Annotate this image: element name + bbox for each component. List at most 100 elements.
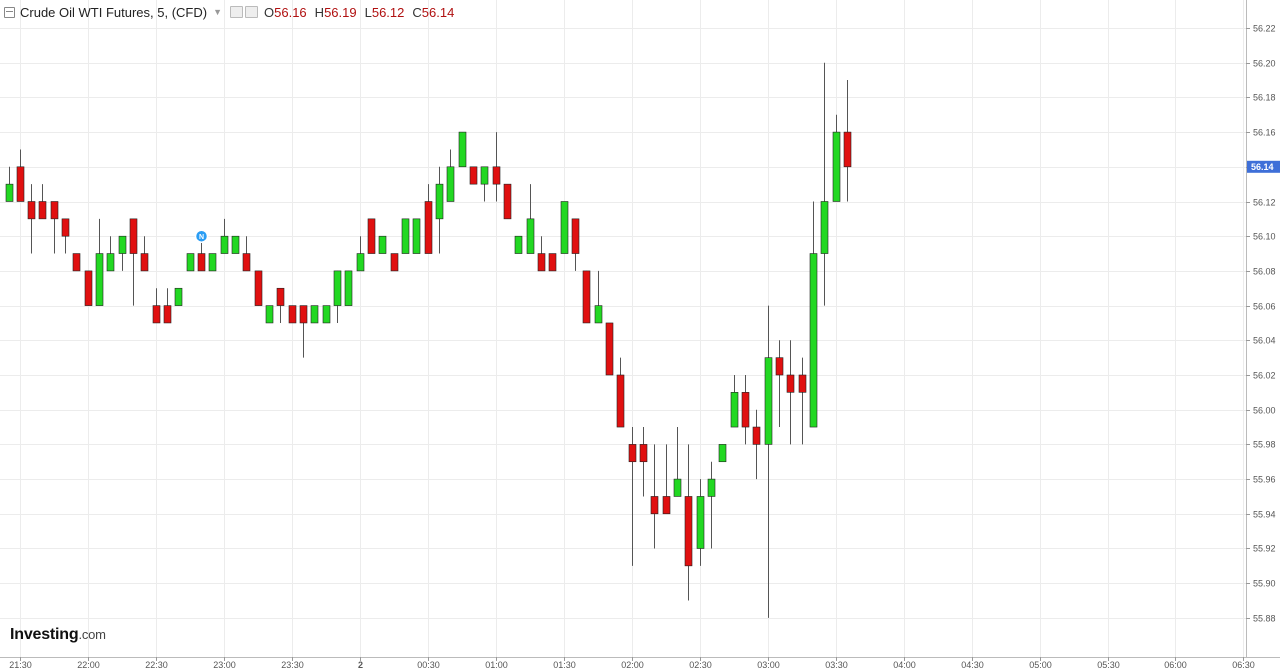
y-tick-label: 55.98: [1253, 440, 1276, 450]
candle-up: [220, 235, 229, 254]
y-tick-label: 56.22: [1253, 24, 1276, 34]
collapse-icon[interactable]: [4, 6, 15, 18]
current-price-tag: [1247, 160, 1280, 173]
y-tick-label: 56.16: [1253, 128, 1276, 138]
candle-up: [106, 253, 115, 272]
candle-down: [605, 322, 614, 376]
candle-up: [356, 253, 365, 272]
event-marker-label: N: [199, 234, 204, 241]
candle-down: [152, 305, 161, 324]
x-tick-label: 05:30: [1097, 660, 1120, 670]
candle-up: [764, 357, 773, 445]
y-tick-label: 55.94: [1253, 510, 1276, 520]
candle-down: [548, 253, 557, 272]
y-tick-label: 56.02: [1253, 371, 1276, 381]
grid-lines: [0, 0, 1246, 657]
candle-up: [673, 478, 682, 497]
candle-down: [197, 253, 206, 272]
x-tick-label: 02:30: [689, 660, 712, 670]
candle-down: [163, 305, 172, 324]
candle-up: [832, 131, 841, 202]
candle-up: [412, 218, 421, 254]
candle-up: [820, 201, 829, 254]
chart-title: Crude Oil WTI Futures, 5, (CFD): [20, 4, 208, 20]
y-axis-ticks: 56.22 56.20 56.18 56.16 56.14 56.12 56.10 56.08…: [1246, 24, 1276, 624]
candle-up: [809, 253, 818, 428]
x-tick-label: 00:30: [417, 660, 440, 670]
candle-down: [775, 357, 784, 376]
x-tick-label: 2: [358, 660, 363, 670]
candle-down: [503, 183, 512, 220]
x-tick-label: 03:00: [757, 660, 780, 670]
y-tick-label: 55.90: [1253, 579, 1276, 589]
candles: [5, 62, 852, 618]
candle-down: [38, 201, 47, 220]
settings-icon[interactable]: [230, 6, 243, 18]
x-tick-label: 22:00: [77, 660, 100, 670]
candle-up: [310, 305, 319, 324]
x-tick-label: 01:30: [553, 660, 576, 670]
candle-down: [469, 166, 478, 185]
event-marker-icon: [194, 229, 209, 243]
candle-down: [129, 218, 138, 254]
candle-up: [174, 287, 183, 306]
candle-up: [231, 235, 240, 254]
candle-down: [662, 496, 671, 515]
ohlc-close: C56.14: [412, 4, 455, 20]
candle-down: [288, 305, 297, 324]
x-tick-label: 04:00: [893, 660, 916, 670]
x-tick-label: 01:00: [485, 660, 508, 670]
y-tick-label: 55.96: [1253, 475, 1276, 485]
chart-overlays: N 56.14: [194, 160, 1280, 243]
candle-down: [242, 253, 251, 272]
chart-header: Crude Oil WTI Futures, 5, (CFD) ▼ O56.16…: [4, 3, 458, 21]
candle-down: [843, 131, 852, 168]
ohlc-high: H56.19: [314, 4, 357, 20]
candle-down: [616, 374, 625, 428]
candle-up: [186, 253, 195, 272]
candle-up: [446, 166, 455, 202]
candle-up: [458, 131, 467, 168]
candle-down: [367, 218, 376, 254]
candle-down: [27, 201, 36, 220]
candle-up: [707, 478, 716, 497]
candle-up: [95, 253, 104, 306]
candle-down: [628, 444, 637, 463]
candle-down: [61, 218, 70, 237]
x-tick-label: 21:30: [9, 660, 32, 670]
investing-logo: Investing.com: [10, 626, 106, 643]
y-tick-label: 56.12: [1253, 198, 1276, 208]
candle-up: [265, 305, 274, 324]
y-tick-label: 56.10: [1253, 232, 1276, 242]
y-tick-label: 55.92: [1253, 544, 1276, 554]
y-tick-label: 56.08: [1253, 267, 1276, 277]
candle-up: [322, 305, 331, 324]
x-tick-label: 03:30: [825, 660, 848, 670]
candle-up: [344, 270, 353, 306]
x-tick-label: 22:30: [145, 660, 168, 670]
candle-down: [84, 270, 93, 306]
candle-up: [718, 444, 727, 463]
x-tick-label: 02:00: [621, 660, 644, 670]
candle-up: [378, 235, 387, 254]
candle-up: [401, 218, 410, 254]
chevron-down-icon[interactable]: ▼: [213, 7, 222, 17]
candle-up: [208, 253, 217, 272]
candle-down: [684, 496, 693, 567]
candle-down: [50, 201, 59, 220]
candle-down: [140, 253, 149, 272]
candle-up: [5, 183, 14, 202]
ohlc-low: L56.12: [364, 4, 405, 20]
candle-down: [299, 305, 308, 324]
x-tick-label: 06:30: [1232, 660, 1255, 670]
candle-down: [254, 270, 263, 306]
x-tick-label: 05:00: [1029, 660, 1052, 670]
close-icon[interactable]: [245, 6, 258, 18]
candle-down: [639, 444, 648, 463]
candle-down: [16, 166, 25, 202]
candle-up: [514, 235, 523, 254]
candle-up: [435, 183, 444, 220]
y-tick-label: 55.88: [1253, 614, 1276, 624]
candle-down: [582, 270, 591, 324]
